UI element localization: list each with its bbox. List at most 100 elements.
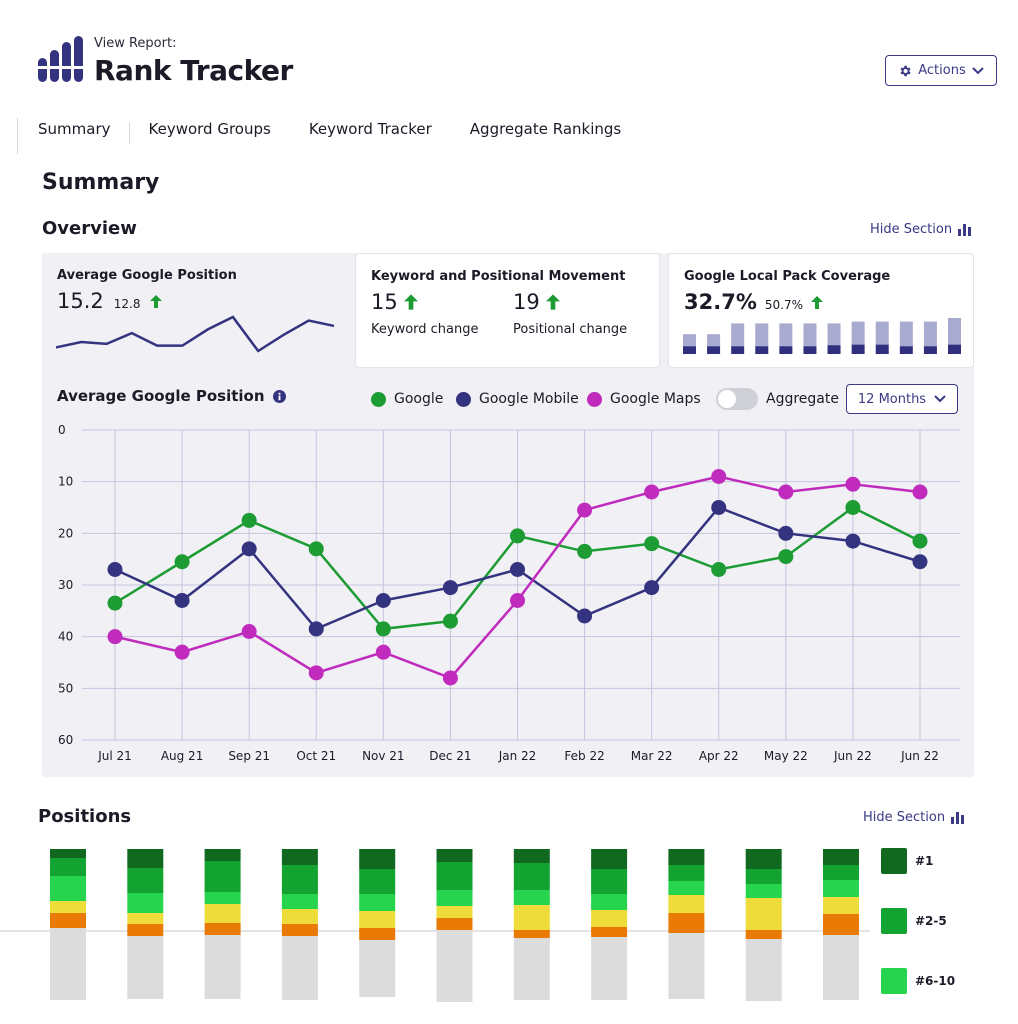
legend-swatch [881,908,907,934]
position-segment [50,928,86,1000]
card-title: Keyword and Positional Movement [371,269,626,284]
positions-chart [0,849,870,1002]
data-point[interactable] [308,541,324,557]
data-point[interactable] [107,629,123,645]
data-point[interactable] [778,525,794,541]
position-segment [668,881,705,895]
positional-change-value: 19 [513,290,540,314]
position-segment [591,927,628,937]
data-point[interactable] [107,595,123,611]
keyword-change-value: 15 [371,290,398,314]
data-point[interactable] [308,621,324,637]
y-tick-label: 60 [58,733,73,747]
positions-heading: Positions [38,806,132,827]
data-point[interactable] [711,469,727,484]
tab-keyword-groups[interactable]: Keyword Groups [148,120,271,138]
hide-overview-section-button[interactable]: Hide Section [870,222,972,237]
legend-swatch [881,848,907,874]
data-point[interactable] [577,543,593,559]
data-point[interactable] [644,484,660,500]
tab-keyword-tracker[interactable]: Keyword Tracker [308,120,432,138]
data-point[interactable] [174,644,190,660]
data-point[interactable] [644,536,660,552]
tab-aggregate-rankings[interactable]: Aggregate Rankings [469,120,622,138]
data-point[interactable] [845,476,861,492]
positional-change-label: Positional change [513,322,628,337]
data-point[interactable] [912,533,928,549]
legend-dot [587,391,602,407]
data-point[interactable] [778,484,794,500]
data-point[interactable] [711,500,727,515]
x-tick-label: Sep 21 [228,749,270,763]
data-point[interactable] [375,621,391,637]
data-point[interactable] [912,554,928,570]
data-point[interactable] [442,670,458,686]
data-point[interactable] [107,562,123,577]
aggregate-toggle[interactable]: Aggregate [716,388,839,410]
position-segment [281,849,318,865]
x-tick-label: Apr 22 [699,749,739,763]
data-point[interactable] [644,580,660,596]
data-point[interactable] [577,502,593,518]
position-segment [513,849,550,863]
legend-label: Google [394,391,444,407]
average-position-sparkline [55,315,335,353]
position-segment [50,901,86,913]
position-segment [127,868,164,893]
y-tick-label: 10 [58,475,73,489]
local-pack-card[interactable]: Google Local Pack Coverage 32.7% 50.7% [668,253,974,368]
data-point[interactable] [510,528,525,544]
legend-google-maps[interactable]: Google Maps [587,391,701,407]
legend-google-mobile[interactable]: Google Mobile [456,391,579,407]
legend-google[interactable]: Google [371,391,443,407]
average-position-card[interactable]: Average Google Position 15.2 12.8 [42,253,347,368]
actions-button-label: Actions [918,63,966,78]
coverage-bar-total [755,323,769,347]
data-point[interactable] [510,593,525,608]
data-point[interactable] [845,500,861,515]
toggle-switch[interactable] [716,388,758,410]
data-point[interactable] [375,593,391,608]
tab-summary[interactable]: Summary [38,120,111,138]
coverage-bar-covered [707,346,721,354]
local-pack-value: 32.7% [684,290,757,314]
data-point[interactable] [845,533,861,549]
hide-positions-section-button[interactable]: Hide Section [863,810,965,825]
actions-button[interactable]: Actions [885,55,997,86]
coverage-bar-total [827,323,841,346]
coverage-bar-total [683,334,696,347]
data-point[interactable] [375,644,391,660]
info-icon[interactable] [272,389,286,403]
data-point[interactable] [241,512,257,528]
position-segment [668,865,705,881]
average-position-previous: 12.8 [113,297,141,311]
coverage-bar-total [731,323,745,347]
range-select[interactable]: 12 Months [846,384,958,414]
x-tick-label: Jul 21 [97,749,132,763]
view-report-label: View Report: [94,36,177,51]
position-segment [591,869,628,894]
data-point[interactable] [711,562,727,577]
x-tick-label: Nov 21 [362,749,405,763]
coverage-bar-total [779,323,793,347]
sparkline-line [55,315,335,353]
data-point[interactable] [912,484,928,500]
data-point[interactable] [778,549,794,565]
position-segment [591,937,628,1000]
position-segment [513,938,550,1000]
data-point[interactable] [241,541,257,557]
data-point[interactable] [577,608,593,624]
data-point[interactable] [308,665,324,681]
data-point[interactable] [510,562,525,577]
x-tick-label: Aug 21 [161,749,204,763]
data-point[interactable] [174,554,190,570]
data-point[interactable] [442,613,458,629]
data-point[interactable] [442,580,458,596]
position-segment [50,849,86,858]
x-tick-label: Oct 21 [296,749,336,763]
position-segment [359,928,396,940]
data-point[interactable] [241,624,257,639]
movement-card[interactable]: Keyword and Positional Movement 15 Keywo… [355,253,660,368]
data-point[interactable] [174,593,190,608]
position-segment [668,849,705,865]
